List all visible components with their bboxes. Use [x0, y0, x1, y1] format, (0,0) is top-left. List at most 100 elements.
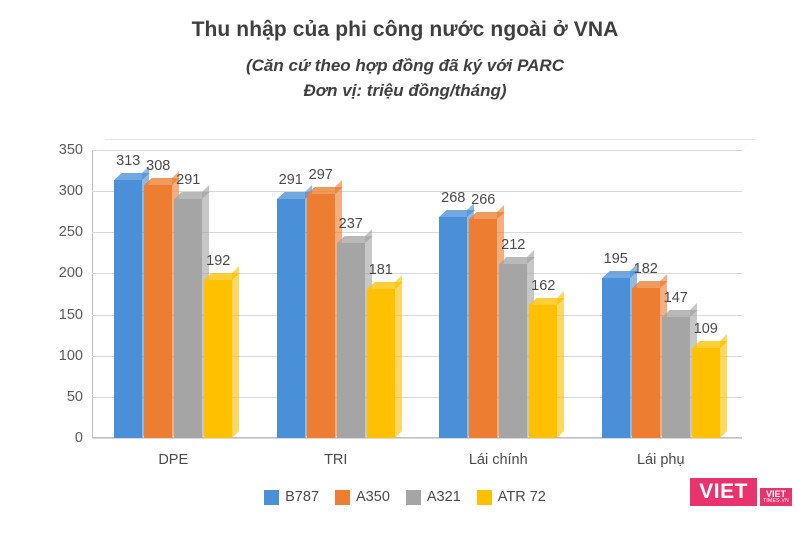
bar-face — [174, 198, 203, 438]
logo-sub-domain: TIMES.VN — [762, 498, 789, 504]
bar[interactable] — [439, 203, 476, 438]
gridline — [92, 232, 742, 234]
bar-groups: 313 308 291 192 DPE 291 297 237 181 TRI 268 266 212 1… — [92, 150, 743, 468]
title-block: Thu nhập của phi công nước ngoài ở VNA (… — [0, 18, 810, 103]
bar-face — [631, 288, 660, 438]
gridline — [92, 150, 742, 151]
bar-face — [276, 198, 305, 438]
bar-group: 195 182 147 109 Lái phụ — [580, 150, 743, 468]
x-axis-category-label: Lái phụ — [636, 452, 685, 468]
bar-value-label: 147 — [663, 290, 688, 307]
legend-item[interactable]: ATR 72 — [476, 489, 546, 505]
bar[interactable] — [144, 170, 181, 438]
bar[interactable] — [174, 184, 211, 438]
vietttimes-logo: VIET VIET TIMES.VN — [690, 478, 792, 506]
bar-value-label: 212 — [501, 236, 526, 253]
y-axis-tick: 150 — [58, 306, 83, 323]
bar-slot: 297 — [306, 150, 343, 438]
bar[interactable] — [366, 275, 403, 438]
y-axis-tick: 200 — [58, 265, 83, 282]
bar[interactable] — [631, 274, 668, 438]
bar-side — [557, 290, 565, 438]
bar-group: 291 297 237 181 TRI — [255, 150, 418, 468]
bar-slot: 162 — [529, 150, 566, 438]
x-axis-category-label: Lái chính — [468, 452, 528, 468]
bar-face — [204, 280, 233, 438]
logo-sub-badge: VIET TIMES.VN — [759, 488, 792, 506]
bar-value-label: 182 — [633, 261, 658, 278]
plot-area: 0 50 100 150 200 250 300 350 313 308 291 192 DPE 291… — [59, 139, 756, 468]
bar-slot: 182 — [631, 150, 668, 438]
bar-face — [469, 219, 498, 438]
bar-slot: 291 — [276, 150, 313, 438]
bar[interactable] — [499, 249, 536, 438]
bar-value-label: 195 — [603, 250, 628, 267]
bar-slot: 237 — [336, 150, 373, 438]
bar-face — [366, 289, 395, 438]
logo-sub-text: VIET — [765, 489, 786, 499]
logo-main-text: VIET — [690, 478, 757, 506]
bar-slot: 195 — [601, 150, 638, 438]
bar-group-bars: 268 266 212 162 — [417, 150, 580, 438]
bar-side — [719, 334, 727, 438]
x-axis — [92, 437, 742, 438]
legend-item[interactable]: B787 — [264, 489, 319, 505]
bar-face — [306, 193, 335, 438]
chart-subtitle: (Căn cứ theo hợp đồng đã ký với PARC Đơn… — [0, 54, 810, 103]
bar-group: 313 308 291 192 DPE — [92, 150, 255, 468]
legend-item[interactable]: A350 — [335, 489, 390, 505]
bar[interactable] — [204, 266, 241, 438]
bar-slot: 181 — [366, 150, 403, 438]
y-axis-tick: 300 — [58, 183, 83, 200]
gridline — [92, 191, 742, 193]
bar-value-label: 297 — [308, 166, 333, 183]
legend-swatch — [405, 489, 421, 505]
bar-face — [601, 277, 630, 438]
bar-slot: 268 — [439, 150, 476, 438]
legend-item[interactable]: A321 — [405, 489, 461, 505]
chart-subtitle-line2: Đơn vị: triệu đồng/tháng) — [303, 80, 507, 100]
legend-label: ATR 72 — [497, 489, 546, 505]
y-axis-tick: 50 — [66, 388, 83, 405]
bar[interactable] — [661, 303, 698, 438]
bar[interactable] — [601, 263, 638, 438]
bar[interactable] — [336, 228, 373, 438]
bar-slot: 147 — [661, 150, 698, 438]
bar-face — [691, 348, 720, 438]
bar-value-label: 291 — [278, 171, 303, 188]
bar-face — [336, 242, 365, 438]
bar-value-label: 192 — [206, 253, 231, 270]
x-axis-category-label: TRI — [324, 452, 348, 468]
y-axis-tick: 350 — [58, 142, 83, 158]
legend-swatch — [264, 489, 280, 505]
chart-title: Thu nhập của phi công nước ngoài ở VNA — [191, 18, 619, 41]
bar[interactable] — [306, 179, 343, 438]
bar[interactable] — [276, 184, 313, 438]
x-axis-category-label: DPE — [158, 452, 189, 468]
bar[interactable] — [469, 205, 506, 438]
bar-side — [394, 275, 402, 438]
legend-swatch — [335, 489, 351, 505]
bar-value-label: 268 — [441, 190, 466, 207]
legend-swatch — [476, 489, 492, 505]
bar-slot: 313 — [114, 150, 151, 438]
bar[interactable] — [114, 166, 151, 438]
bar-value-label: 237 — [338, 215, 363, 232]
bar-face — [529, 304, 558, 438]
bar-face — [661, 317, 690, 438]
bar[interactable] — [529, 290, 566, 438]
bar-slot: 266 — [469, 150, 506, 438]
bar-value-label: 313 — [116, 153, 141, 170]
bar-group-bars: 291 297 237 181 — [255, 150, 418, 438]
chart-legend: B787 A350 A321 ATR 72 — [0, 489, 810, 505]
legend-label: B787 — [285, 489, 320, 505]
gridline — [92, 396, 742, 398]
gridline — [92, 314, 742, 316]
bar-value-label: 109 — [693, 321, 718, 338]
y-axis-tick: 250 — [58, 224, 83, 241]
bar-slot: 212 — [499, 150, 536, 438]
bar-value-label: 291 — [176, 171, 201, 188]
bar-value-label: 308 — [146, 157, 171, 174]
bar[interactable] — [691, 334, 728, 438]
y-axis-tick: 100 — [58, 347, 83, 364]
